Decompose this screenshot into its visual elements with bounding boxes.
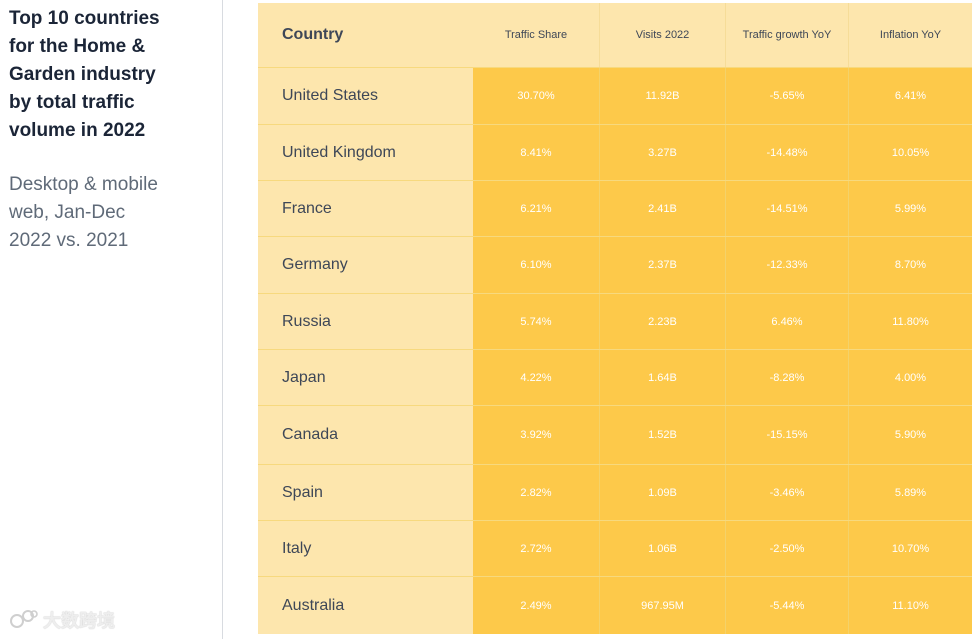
cell-visits-2022: 3.27B	[600, 125, 726, 180]
cell-traffic-growth: -5.44%	[726, 577, 849, 634]
cell-traffic-share: 30.70%	[473, 68, 600, 124]
cell-traffic-growth: -14.51%	[726, 181, 849, 236]
cell-country: Canada	[258, 406, 473, 464]
cell-country: Japan	[258, 350, 473, 405]
cell-traffic-growth: 6.46%	[726, 294, 849, 349]
watermark: 大数跨境	[8, 607, 115, 633]
cell-inflation: 5.99%	[849, 181, 972, 236]
cell-inflation: 5.89%	[849, 465, 972, 520]
cell-country: United States	[258, 68, 473, 124]
cell-visits-2022: 1.06B	[600, 521, 726, 576]
column-header-inflation: Inflation YoY	[849, 3, 972, 67]
column-header-traffic-share: Traffic Share	[473, 3, 600, 67]
watermark-text: 大数跨境	[43, 611, 115, 631]
cell-visits-2022: 11.92B	[600, 68, 726, 124]
cell-inflation: 10.70%	[849, 521, 972, 576]
table-header-row: Country Traffic Share Visits 2022 Traffi…	[258, 3, 972, 67]
cell-traffic-growth: -12.33%	[726, 237, 849, 293]
cell-traffic-share: 2.49%	[473, 577, 600, 634]
table-row: Japan 4.22% 1.64B -8.28% 4.00%	[258, 349, 972, 405]
cell-traffic-growth: -8.28%	[726, 350, 849, 405]
brand-logo-icon	[10, 610, 38, 628]
cell-traffic-growth: -15.15%	[726, 406, 849, 464]
table-row: Canada 3.92% 1.52B -15.15% 5.90%	[258, 405, 972, 464]
table-row: Australia 2.49% 967.95M -5.44% 11.10%	[258, 576, 972, 634]
cell-traffic-growth: -3.46%	[726, 465, 849, 520]
cell-traffic-share: 6.10%	[473, 237, 600, 293]
cell-inflation: 10.05%	[849, 125, 972, 180]
cell-traffic-share: 2.82%	[473, 465, 600, 520]
cell-traffic-share: 3.92%	[473, 406, 600, 464]
column-header-country: Country	[258, 3, 473, 67]
traffic-table: Country Traffic Share Visits 2022 Traffi…	[258, 3, 972, 634]
cell-traffic-share: 6.21%	[473, 181, 600, 236]
cell-country: Russia	[258, 294, 473, 349]
cell-visits-2022: 2.23B	[600, 294, 726, 349]
table-row: United States 30.70% 11.92B -5.65% 6.41%	[258, 67, 972, 124]
column-header-visits-2022: Visits 2022	[600, 3, 726, 67]
cell-traffic-growth: -2.50%	[726, 521, 849, 576]
cell-inflation: 11.80%	[849, 294, 972, 349]
cell-traffic-growth: -14.48%	[726, 125, 849, 180]
chart-subtitle: Desktop & mobile web, Jan-Dec 2022 vs. 2…	[9, 174, 158, 251]
title-panel: Top 10 countries for the Home & Garden i…	[0, 0, 222, 639]
cell-traffic-share: 2.72%	[473, 521, 600, 576]
cell-visits-2022: 967.95M	[600, 577, 726, 634]
panel-divider	[222, 0, 223, 639]
cell-traffic-share: 8.41%	[473, 125, 600, 180]
cell-country: France	[258, 181, 473, 236]
cell-visits-2022: 2.41B	[600, 181, 726, 236]
cell-country: Germany	[258, 237, 473, 293]
cell-visits-2022: 1.52B	[600, 406, 726, 464]
cell-visits-2022: 1.64B	[600, 350, 726, 405]
cell-visits-2022: 2.37B	[600, 237, 726, 293]
cell-traffic-share: 5.74%	[473, 294, 600, 349]
cell-traffic-share: 4.22%	[473, 350, 600, 405]
cell-country: Australia	[258, 577, 473, 634]
cell-inflation: 8.70%	[849, 237, 972, 293]
cell-inflation: 5.90%	[849, 406, 972, 464]
cell-visits-2022: 1.09B	[600, 465, 726, 520]
cell-country: United Kingdom	[258, 125, 473, 180]
table-row: France 6.21% 2.41B -14.51% 5.99%	[258, 180, 972, 236]
cell-traffic-growth: -5.65%	[726, 68, 849, 124]
cell-inflation: 6.41%	[849, 68, 972, 124]
table-row: Italy 2.72% 1.06B -2.50% 10.70%	[258, 520, 972, 576]
cell-country: Italy	[258, 521, 473, 576]
cell-inflation: 4.00%	[849, 350, 972, 405]
cell-country: Spain	[258, 465, 473, 520]
chart-title: Top 10 countries for the Home & Garden i…	[9, 8, 160, 141]
cell-inflation: 11.10%	[849, 577, 972, 634]
table-row: Spain 2.82% 1.09B -3.46% 5.89%	[258, 464, 972, 520]
table-row: Russia 5.74% 2.23B 6.46% 11.80%	[258, 293, 972, 349]
table-row: United Kingdom 8.41% 3.27B -14.48% 10.05%	[258, 124, 972, 180]
column-header-traffic-growth: Traffic growth YoY	[726, 3, 849, 67]
table-row: Germany 6.10% 2.37B -12.33% 8.70%	[258, 236, 972, 293]
